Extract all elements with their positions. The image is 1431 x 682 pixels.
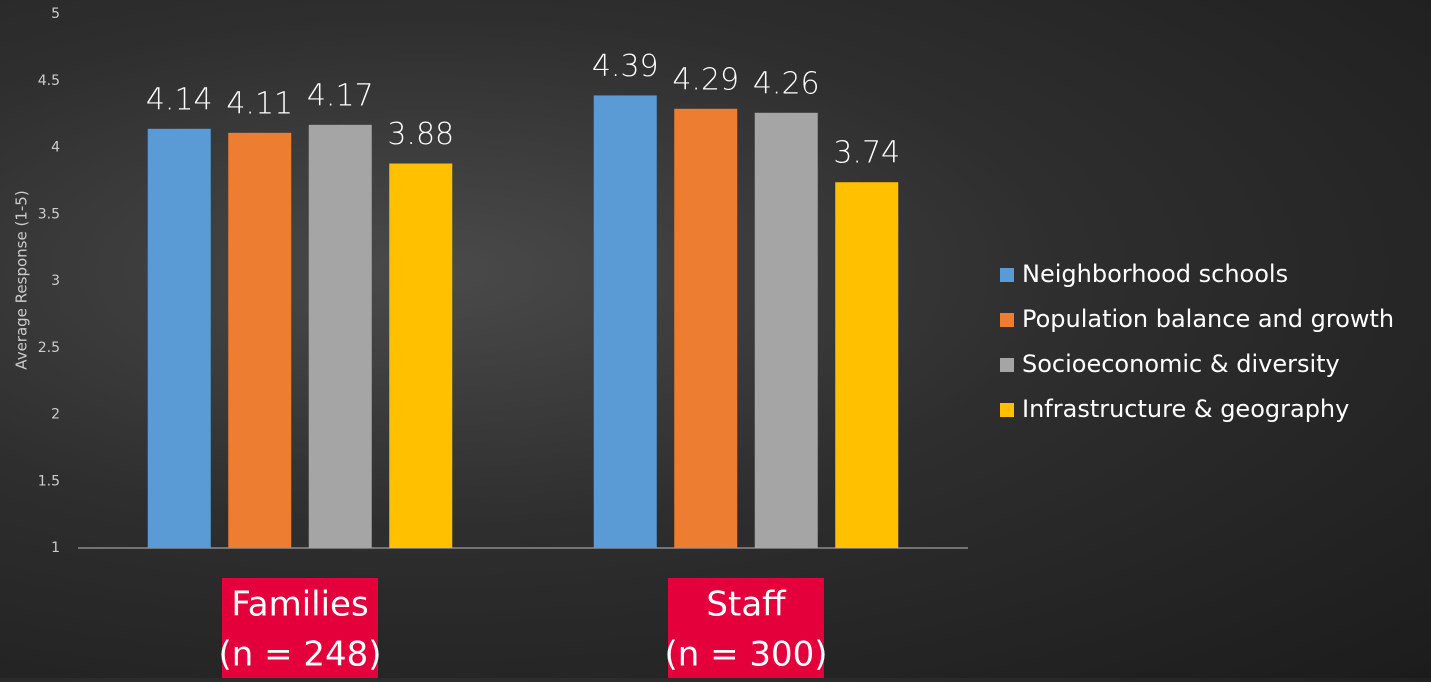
x-tick-label: Staff — [706, 585, 787, 625]
legend-swatch — [1000, 358, 1014, 372]
value-label: 4.11 — [226, 86, 293, 121]
legend-label: Infrastructure & geography — [1022, 395, 1349, 423]
bar — [228, 133, 291, 548]
bar — [309, 125, 372, 548]
value-label: 4.17 — [307, 78, 374, 113]
y-axis-label: Average Response (1-5) — [13, 190, 31, 369]
y-tick-label: 2.5 — [38, 340, 60, 356]
value-label: 4.14 — [146, 82, 213, 117]
bar — [674, 109, 737, 548]
legend-label: Population balance and growth — [1022, 305, 1394, 333]
page: Average Response (1-5) 1 1.5 2 2.5 3 3.5 4 4.5 5… — [0, 0, 1431, 678]
legend-label: Neighborhood schools — [1022, 260, 1288, 288]
x-tick-label: (n = 300) — [664, 635, 827, 675]
bar — [755, 113, 818, 548]
x-tick-label: Families — [231, 585, 368, 625]
bar — [835, 182, 898, 548]
y-tick-label: 1 — [51, 540, 60, 556]
y-tick-label: 3.5 — [38, 206, 60, 222]
legend-swatch — [1000, 268, 1014, 282]
chart: Average Response (1-5) 1 1.5 2 2.5 3 3.5 4 4.5 5… — [0, 0, 1431, 678]
value-label: 4.39 — [592, 49, 659, 84]
x-tick-label: (n = 248) — [218, 635, 381, 675]
y-tick-label: 4 — [51, 140, 60, 156]
y-tick-label: 4.5 — [38, 73, 60, 89]
bar — [389, 164, 452, 548]
y-tick-label: 1.5 — [38, 473, 60, 489]
legend-label: Socioeconomic & diversity — [1022, 350, 1340, 378]
bar — [594, 95, 657, 548]
y-tick-label: 3 — [51, 273, 60, 289]
y-tick-label: 5 — [51, 6, 60, 22]
legend-swatch — [1000, 403, 1014, 417]
bar — [148, 129, 211, 548]
value-label: 3.88 — [387, 117, 454, 152]
legend-swatch — [1000, 313, 1014, 327]
y-tick-label: 2 — [51, 407, 60, 423]
value-label: 4.26 — [753, 66, 820, 101]
value-label: 4.29 — [672, 62, 739, 97]
value-label: 3.74 — [833, 136, 900, 171]
